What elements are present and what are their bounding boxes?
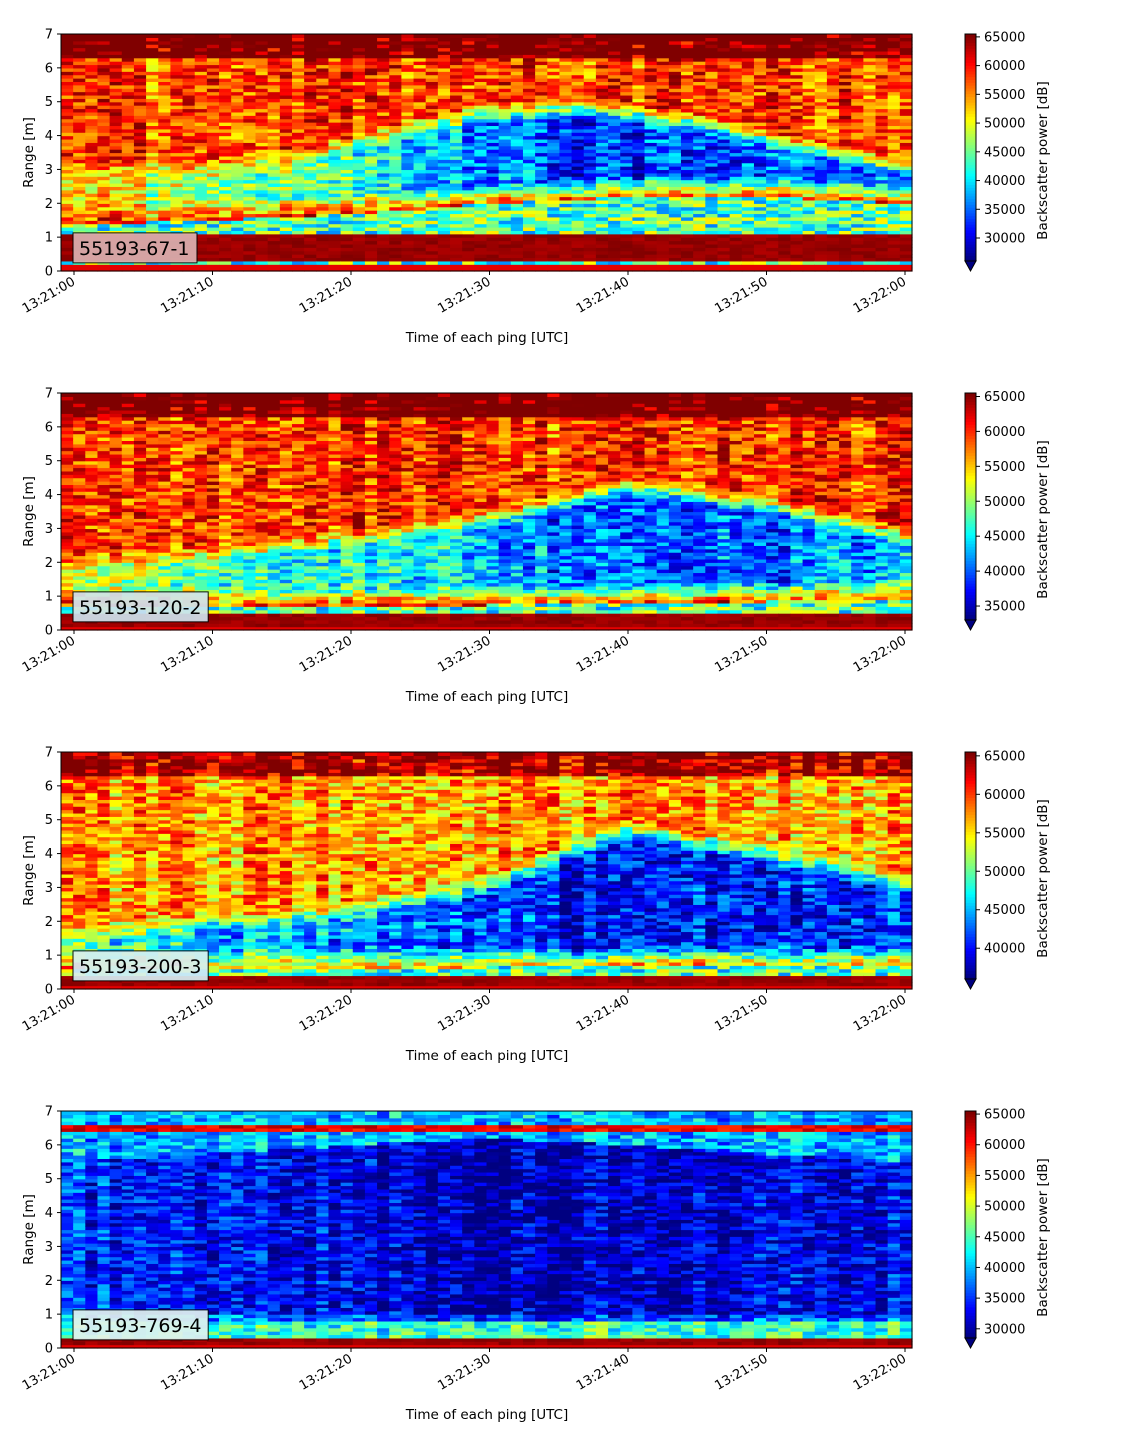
- x-tick-label: 13:21:10: [158, 274, 216, 316]
- heatmap-cell: [207, 34, 220, 38]
- heatmap-cell: [620, 34, 633, 38]
- y-tick-label: 7: [45, 28, 53, 43]
- heatmap-cell: [341, 34, 354, 38]
- y-axis-label: Range [m]: [21, 117, 37, 188]
- heatmap-cell: [450, 34, 463, 38]
- x-tick-label: 13:21:40: [574, 274, 632, 316]
- heatmap-cell: [705, 34, 718, 38]
- y-tick-label: 5: [45, 95, 53, 110]
- heatmap-cell: [766, 34, 779, 38]
- heatmap-cell: [243, 34, 256, 38]
- heatmap-cell: [863, 34, 876, 38]
- heatmap-cell: [316, 34, 329, 38]
- heatmap-cell: [304, 34, 317, 38]
- heatmap-cell: [730, 34, 743, 38]
- heatmap-cell: [85, 34, 98, 38]
- heatmap-cell: [158, 34, 171, 38]
- heatmap-cell: [462, 34, 475, 38]
- heatmap-cell: [474, 34, 487, 38]
- heatmap-cell: [717, 34, 730, 38]
- heatmap-cell: [73, 34, 86, 38]
- heatmap-cell: [353, 34, 366, 38]
- heatmap-cell: [219, 34, 232, 38]
- heatmap-cell: [888, 34, 901, 38]
- heatmap-cell: [572, 34, 585, 38]
- x-tick-label: 13:21:30: [435, 274, 493, 316]
- heatmap-cell: [183, 34, 196, 38]
- heatmap-cell: [742, 34, 755, 38]
- heatmap-cell: [377, 34, 390, 38]
- x-tick-label: 13:21:50: [712, 274, 770, 316]
- y-tick-label: 6: [45, 61, 53, 76]
- y-tick-label: 0: [45, 265, 53, 280]
- heatmap-cell: [839, 34, 852, 38]
- heatmap-cell: [414, 34, 427, 38]
- heatmap-cell: [669, 34, 682, 38]
- y-tick-label: 2: [45, 197, 53, 212]
- y-tick-label: 1: [45, 231, 53, 246]
- heatmap-cell: [426, 34, 439, 38]
- heatmap-cell: [122, 34, 135, 38]
- heatmap-cell: [110, 34, 123, 38]
- heatmap-cell: [596, 34, 609, 38]
- heatmap-cell: [693, 34, 706, 38]
- heatmap-cell: [487, 34, 500, 38]
- heatmap-cell: [900, 34, 913, 38]
- heatmap-cell: [170, 34, 183, 38]
- heatmap-cell: [195, 34, 208, 38]
- heatmap-cell: [754, 34, 767, 38]
- heatmap-cell: [632, 34, 645, 38]
- colorbar: 3000035000400004500050000550006000065000…: [965, 30, 1051, 271]
- panel-1: 0 1 2 3 4 5 6 7 13:21:00 13:21:10 13:21:20 13:21:30…: [20, 28, 1051, 347]
- x-axis-label: Time of each ping [UTC]: [405, 330, 569, 346]
- heatmap-cell: [231, 34, 244, 38]
- heatmap-cell: [511, 34, 524, 38]
- x-tick-label: 13:22:00: [851, 274, 909, 316]
- heatmap-cell: [681, 34, 694, 38]
- heatmap-cell: [827, 34, 840, 38]
- heatmap-cell: [499, 34, 512, 38]
- heatmap-cell: [876, 34, 889, 38]
- heatmap-cell: [268, 34, 281, 38]
- panel-label: 55193-67-1: [79, 238, 189, 260]
- heatmap-cell: [438, 34, 451, 38]
- heatmap-cell: [328, 34, 341, 38]
- heatmap-cell: [547, 34, 560, 38]
- x-tick-label: 13:21:20: [297, 274, 355, 316]
- heatmap-cell: [365, 34, 378, 38]
- heatmap-cell: [535, 34, 548, 38]
- y-tick-label: 4: [45, 129, 53, 144]
- x-tick-label: 13:21:00: [20, 274, 78, 316]
- heatmap-cell: [292, 34, 305, 38]
- heatmap-cell: [815, 34, 828, 38]
- heatmap-cell: [803, 34, 816, 38]
- heatmap-cell: [584, 34, 597, 38]
- heatmap-cell: [280, 34, 293, 38]
- heatmap-cell: [645, 34, 658, 38]
- heatmap-cell: [523, 34, 536, 38]
- heatmap-cell: [389, 34, 402, 38]
- heatmap-cell: [134, 34, 147, 38]
- heatmap-cell: [146, 34, 159, 38]
- heatmap-cell: [790, 34, 803, 38]
- heatmap-cell: [256, 34, 269, 38]
- heatmap-cell: [608, 34, 621, 38]
- y-tick-label: 3: [45, 163, 53, 178]
- heatmap-cell: [401, 34, 414, 38]
- heatmap-cell: [657, 34, 670, 38]
- heatmap-cell: [559, 34, 572, 38]
- heatmap-cell: [851, 34, 864, 38]
- heatmap-cell: [61, 34, 74, 38]
- heatmap-cell: [97, 34, 110, 38]
- heatmap-cell: [778, 34, 791, 38]
